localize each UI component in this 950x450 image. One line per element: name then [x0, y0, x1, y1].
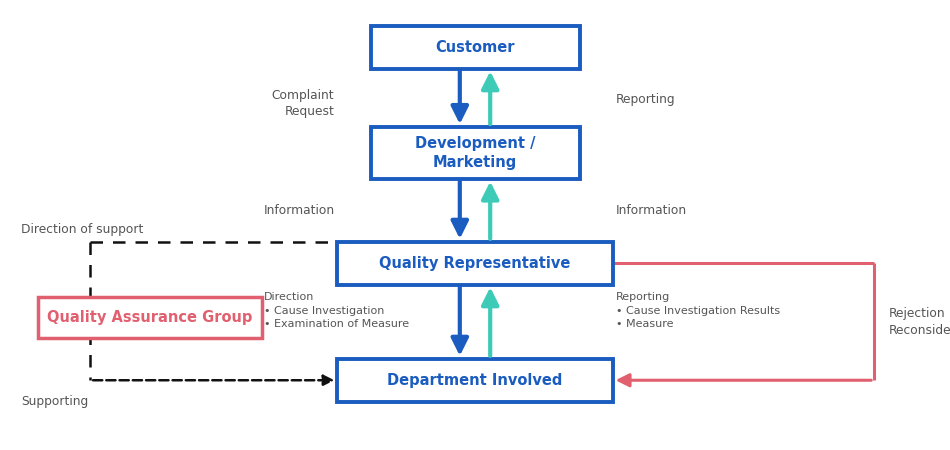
- FancyBboxPatch shape: [39, 297, 261, 338]
- Text: Information: Information: [616, 204, 687, 217]
- Text: Complaint
Request: Complaint Request: [272, 89, 334, 118]
- Text: Department Involved: Department Involved: [388, 373, 562, 388]
- FancyBboxPatch shape: [337, 359, 613, 401]
- Text: Quality Assurance Group: Quality Assurance Group: [48, 310, 253, 325]
- Text: Direction of support: Direction of support: [21, 223, 143, 236]
- Text: Reporting
• Cause Investigation Results
• Measure: Reporting • Cause Investigation Results …: [616, 292, 780, 328]
- Text: Customer: Customer: [435, 40, 515, 55]
- Text: Quality Representative: Quality Representative: [379, 256, 571, 271]
- FancyBboxPatch shape: [370, 26, 580, 68]
- Text: Development /
Marketing: Development / Marketing: [415, 136, 535, 170]
- Text: Direction
• Cause Investigation
• Examination of Measure: Direction • Cause Investigation • Examin…: [264, 292, 409, 328]
- Text: Reporting: Reporting: [616, 93, 675, 105]
- FancyBboxPatch shape: [337, 242, 613, 285]
- Text: Information: Information: [263, 204, 334, 217]
- Text: Rejection
Reconsideration: Rejection Reconsideration: [888, 307, 950, 337]
- Text: Supporting: Supporting: [21, 395, 88, 408]
- FancyBboxPatch shape: [370, 127, 580, 179]
